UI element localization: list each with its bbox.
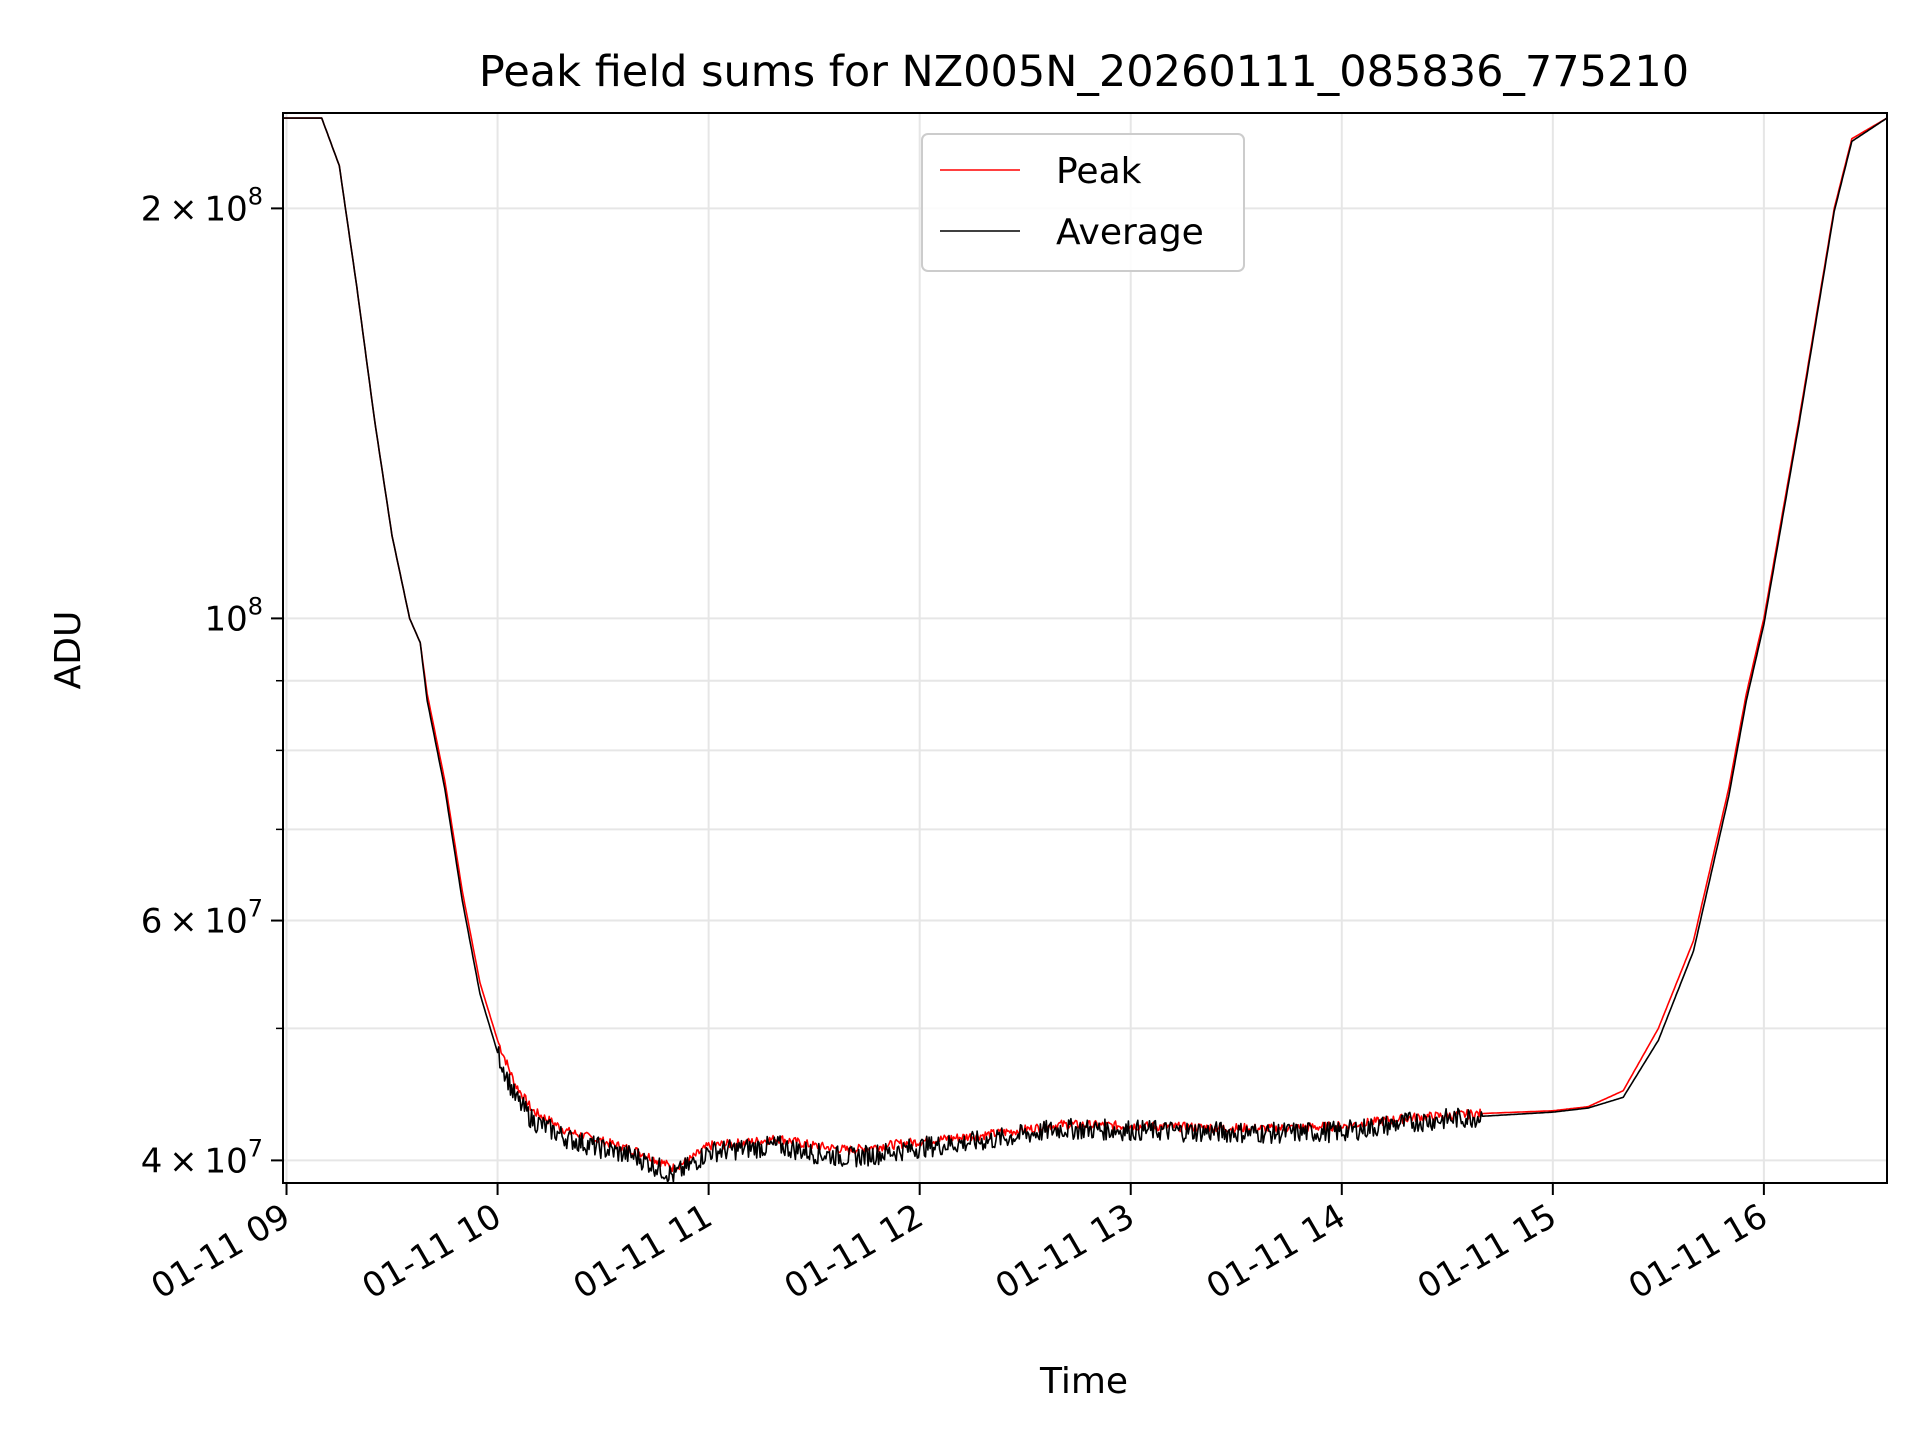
y-axis-label: ADU (48, 611, 89, 690)
legend-label-average: Average (1056, 212, 1204, 253)
chart-title: Peak field sums for NZ005N_20260111_0858… (479, 47, 1689, 97)
x-tick-label: 01-11 16 (1622, 1196, 1774, 1307)
x-tick-label: 01-11 12 (778, 1196, 930, 1307)
x-axis: 01-11 09 01-11 10 01-11 11 01-11 12 01-11 13… (145, 1183, 1774, 1307)
y-tick-label: 108 (204, 592, 263, 639)
legend: Peak Average (921, 133, 1245, 272)
x-tick-label: 01-11 15 (1411, 1196, 1563, 1307)
x-tick-label: 01-11 13 (989, 1196, 1141, 1307)
y-tick-label: 4 × 107 (141, 1134, 263, 1181)
y-axis: 4 × 107 6 × 107 108 2 × 108 (141, 182, 283, 1181)
x-axis-label: Time (1039, 1361, 1128, 1402)
y-tick-label: 6 × 107 (141, 895, 263, 942)
series-line-peak (283, 117, 1888, 1173)
x-tick-label: 01-11 14 (1200, 1196, 1352, 1307)
y-tick-label: 2 × 108 (141, 182, 263, 229)
grid (283, 113, 1887, 1183)
x-tick-label: 01-11 10 (356, 1196, 508, 1307)
legend-label-peak: Peak (1056, 151, 1142, 192)
x-tick-label: 01-11 11 (567, 1196, 719, 1307)
x-tick-label: 01-11 09 (145, 1196, 297, 1307)
plot-frame (282, 112, 1888, 1184)
series-line-average (283, 117, 1888, 1183)
legend-box (921, 133, 1245, 272)
series-lines (283, 117, 1888, 1183)
